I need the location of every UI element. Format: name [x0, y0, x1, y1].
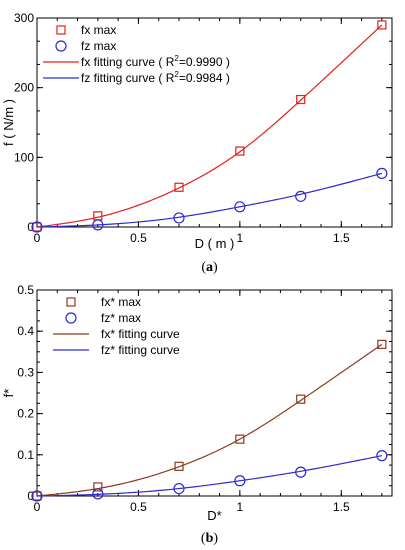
y-tick-label: 0.3: [17, 365, 34, 379]
data-point-square: [174, 182, 184, 192]
data-point-square: [296, 94, 306, 105]
y-tick-label: 200: [14, 81, 34, 95]
plot-frame: [36, 17, 393, 228]
plot-frame: [36, 289, 393, 497]
x-tick-label: 1.5: [333, 500, 350, 514]
data-point-square: [93, 211, 103, 221]
y-axis-label: f*: [1, 389, 16, 398]
x-axis-label: D*: [207, 508, 221, 523]
legend-label: fx* fitting curve: [101, 327, 180, 341]
legend-square-marker: [56, 25, 66, 35]
data-point-circle: [376, 450, 388, 462]
data-point-square: [235, 146, 245, 156]
y-tick-label: 0.2: [17, 407, 34, 421]
legend-label: fx max: [81, 23, 116, 37]
x-axis-label: D ( m ): [195, 236, 235, 251]
fit-curve-1: [36, 24, 383, 228]
data-point-square: [93, 482, 103, 492]
data-point-circle: [31, 221, 43, 233]
legend-circle-marker: [55, 40, 67, 52]
panel-caption: (b): [201, 531, 218, 546]
data-point-circle: [31, 490, 43, 502]
legend-label: fz* fitting curve: [101, 343, 180, 357]
data-point-square: [296, 394, 306, 404]
legend: fx* max fz* max fx* fitting curve fz* fitti…: [53, 295, 180, 357]
legend-label: fz fitting curve ( R2=0.9984 ): [81, 70, 230, 85]
chart-panel-2: 0 0.5 1 1.5 0 0.1 0.2 0.3 0.4 0.5 D* f* fx* max fz* m…: [1, 283, 393, 546]
x-tick-label: 1: [237, 500, 244, 514]
y-tick-label: 0: [27, 489, 34, 503]
data-point-square: [377, 20, 387, 30]
y-tick-label: 300: [14, 11, 34, 25]
data-point-circle: [92, 488, 104, 500]
data-point-circle: [295, 190, 307, 202]
data-point-circle: [234, 201, 246, 213]
data-point-square: [32, 491, 42, 501]
fit-curve-1: [36, 343, 383, 497]
data-point-square: [377, 339, 387, 349]
fit-curve-2: [36, 172, 383, 228]
y-tick-label: 0.5: [17, 283, 34, 297]
y-tick-label: 0.4: [17, 324, 34, 338]
panel-caption: (a): [201, 260, 218, 275]
legend-label: fz max: [81, 39, 116, 53]
x-tick-label: 1: [237, 231, 244, 245]
x-tick-label: 0.5: [130, 500, 147, 514]
y-tick-label: 0.1: [17, 448, 34, 462]
data-point-circle: [234, 475, 246, 487]
y-axis-label: f ( N/m ): [1, 99, 16, 146]
legend-circle-marker: [65, 312, 77, 324]
legend-label: fx* max: [101, 295, 141, 309]
data-point-circle: [173, 482, 185, 495]
x-tick-label: 1.5: [333, 231, 350, 245]
chart-panel-1: 0 0.5 1 1.5 0 100 200 300 D ( m ) f ( N/m ) fx max…: [1, 11, 393, 275]
data-point-square: [32, 222, 42, 232]
x-tick-label: 0: [34, 500, 41, 514]
x-tick-label: 0: [34, 231, 41, 245]
data-point-circle: [376, 167, 388, 179]
legend-label: fx fitting curve ( R2=0.9990 ): [81, 54, 230, 69]
legend-square-marker: [66, 297, 76, 307]
data-point-circle: [173, 212, 185, 224]
x-tick-label: 0.5: [130, 231, 147, 245]
data-point-circle: [295, 466, 307, 478]
y-tick-label: 100: [14, 150, 34, 164]
data-point-square: [235, 434, 245, 444]
y-tick-label: 0: [27, 220, 34, 234]
data-point-circle: [92, 219, 104, 231]
fit-curve-2: [36, 455, 382, 497]
legend-label: fz* max: [101, 311, 141, 325]
data-point-square: [174, 461, 184, 471]
